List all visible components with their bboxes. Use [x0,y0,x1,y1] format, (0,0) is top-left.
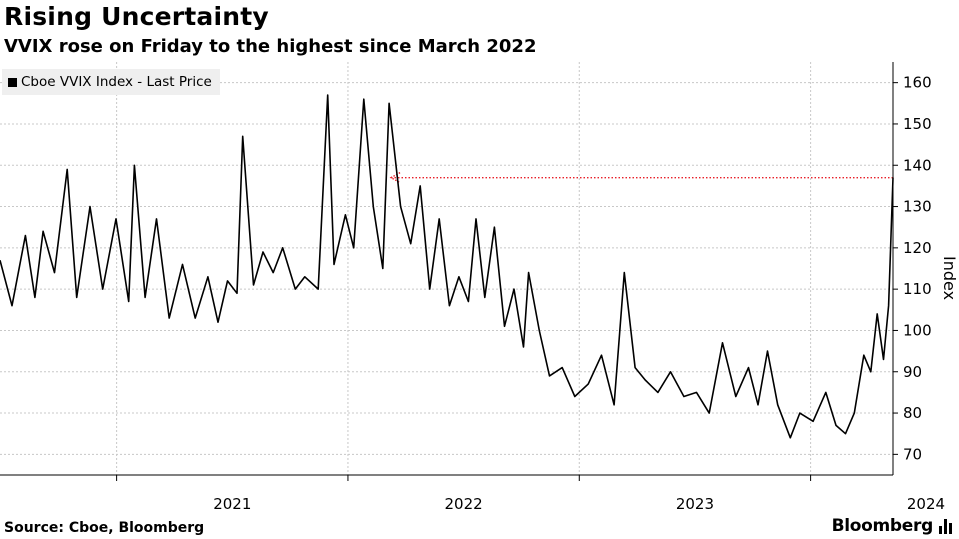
x-tick-label: 2023 [676,495,714,513]
y-tick-label: 160 [903,74,932,92]
bloomberg-logo: Bloomberg [832,516,953,536]
axes [0,62,898,481]
y-tick-label: 140 [903,156,932,174]
y-axis-title: Index [940,256,959,300]
source-note: Source: Cboe, Bloomberg [4,520,205,536]
y-tick-label: 110 [903,280,932,298]
bars-icon [939,518,953,534]
legend-label: Cboe VVIX Index - Last Price [21,74,212,90]
x-tick-label: 2021 [213,495,251,513]
y-tick-label: 120 [903,239,932,257]
x-tick-label: 2024 [907,495,945,513]
grid-lines [0,62,893,475]
annotation-layer [389,172,893,184]
y-tick-label: 70 [903,445,922,463]
series-line [0,94,894,439]
chart-title: Rising Uncertainty [4,2,269,31]
tick-labels: 70 80 90 100 110 120 130 140 150 160 2021 2022 2023 2… [213,74,945,513]
logo-text: Bloomberg [831,516,934,536]
y-tick-label: 150 [903,115,932,133]
y-tick-label: 90 [903,363,922,381]
legend-swatch [8,77,17,87]
y-tick-label: 130 [903,198,932,216]
legend: Cboe VVIX Index - Last Price [2,69,220,95]
x-tick-label: 2022 [445,495,483,513]
y-tick-label: 80 [903,404,922,422]
y-tick-label: 100 [903,321,932,339]
chart-subtitle: VVIX rose on Friday to the highest since… [4,36,537,57]
